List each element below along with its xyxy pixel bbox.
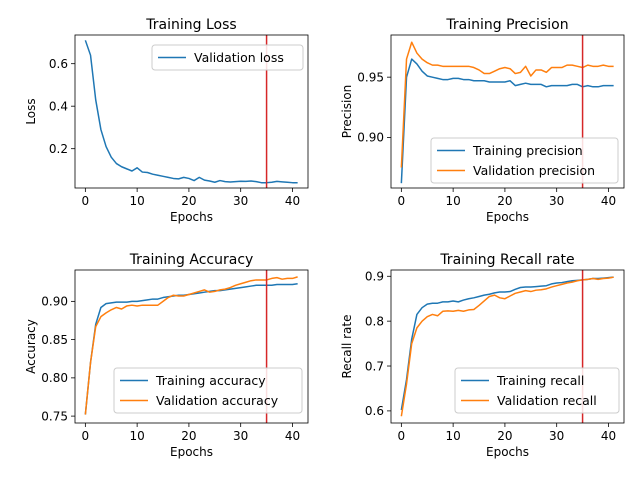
x-axis-label: Epochs [486, 445, 529, 459]
legend-label: Training accuracy [155, 373, 266, 388]
x-axis-label: Epochs [486, 210, 529, 224]
y-tick-label: 0.6 [49, 57, 68, 71]
subplot-4: 0 10 20 30 40 0.6 0.7 0.8 0.9 Training Recall rat… [340, 252, 625, 459]
legend-box [113, 367, 303, 414]
legend-label: Validation accuracy [156, 393, 279, 408]
y-tick-label: 0.2 [49, 142, 68, 156]
x-tick-label: 40 [285, 429, 300, 443]
axes-frame [74, 269, 309, 424]
y-tick-label: 0.75 [41, 409, 68, 423]
y-axis-label: Loss [24, 98, 38, 124]
x-tick-label: 20 [181, 429, 196, 443]
x-tick-label: 40 [285, 194, 300, 208]
x-axis-label: Epochs [170, 210, 213, 224]
legend: Validation loss [151, 44, 304, 71]
x-tick-label: 20 [497, 194, 512, 208]
y-tick-label: 0.4 [49, 99, 68, 113]
legend-label: Validation loss [194, 50, 284, 65]
y-tick-label: 0.9 [365, 270, 384, 284]
x-tick-label: 0 [398, 194, 406, 208]
y-tick-label: 0.90 [357, 131, 384, 145]
x-tick-label: 0 [82, 194, 90, 208]
x-tick-label: 30 [233, 194, 248, 208]
x-tick-label: 10 [129, 194, 144, 208]
legend-label: Validation recall [497, 393, 597, 408]
y-tick-label: 0.6 [365, 404, 384, 418]
x-axis-label: Epochs [170, 445, 213, 459]
axes-frame [74, 34, 309, 189]
y-axis-label: Precision [340, 85, 354, 139]
x-tick-label: 40 [601, 429, 616, 443]
axes-frame [390, 269, 625, 424]
y-tick-label: 0.80 [41, 371, 68, 385]
y-axis-label: Recall rate [340, 315, 354, 379]
legend-box [430, 137, 619, 184]
legend-label: Training recall [496, 373, 584, 388]
x-tick-label: 20 [497, 429, 512, 443]
x-tick-label: 0 [82, 429, 90, 443]
subplot-1: 0 10 20 30 40 0.2 0.4 0.6 Training Loss Epochs Los… [24, 17, 309, 224]
x-tick-label: 30 [549, 429, 564, 443]
x-tick-label: 30 [233, 429, 248, 443]
chart-title: Training Loss [145, 17, 236, 33]
y-tick-label: 0.95 [357, 70, 384, 84]
y-tick-label: 0.90 [41, 295, 68, 309]
legend: Training precision Validation precision [430, 137, 619, 184]
legend: Training accuracy Validation accuracy [113, 367, 303, 414]
legend-box [454, 367, 620, 414]
chart-title: Training Precision [445, 17, 568, 33]
legend-box [151, 44, 304, 71]
series-line-2 [84, 276, 298, 415]
x-tick-label: 20 [181, 194, 196, 208]
y-axis-label: Accuracy [24, 319, 38, 374]
chart-title: Training Recall rate [439, 252, 574, 268]
legend-label: Validation precision [473, 163, 595, 178]
chart-title: Training Accuracy [129, 252, 254, 268]
x-tick-label: 40 [601, 194, 616, 208]
axes-frame [390, 34, 625, 189]
legend-label: Training precision [472, 143, 583, 158]
y-tick-label: 0.8 [365, 314, 384, 328]
x-tick-label: 30 [549, 194, 564, 208]
series-line-2 [400, 41, 614, 168]
y-tick-label: 0.85 [41, 333, 68, 347]
y-tick-label: 0.7 [365, 359, 384, 373]
x-tick-label: 10 [129, 429, 144, 443]
subplot-3: 0 10 20 30 40 0.75 0.80 0.85 0.90 Training Accura… [24, 252, 309, 459]
subplot-2: 0 10 20 30 40 0.90 0.95 Training Precision Epoch… [340, 17, 625, 224]
series-line-1 [84, 40, 298, 184]
x-tick-label: 0 [398, 429, 406, 443]
series-line-1 [400, 58, 614, 184]
x-tick-label: 10 [445, 194, 460, 208]
x-tick-label: 10 [445, 429, 460, 443]
series-line-2 [400, 276, 614, 417]
legend: Training recall Validation recall [454, 367, 620, 414]
